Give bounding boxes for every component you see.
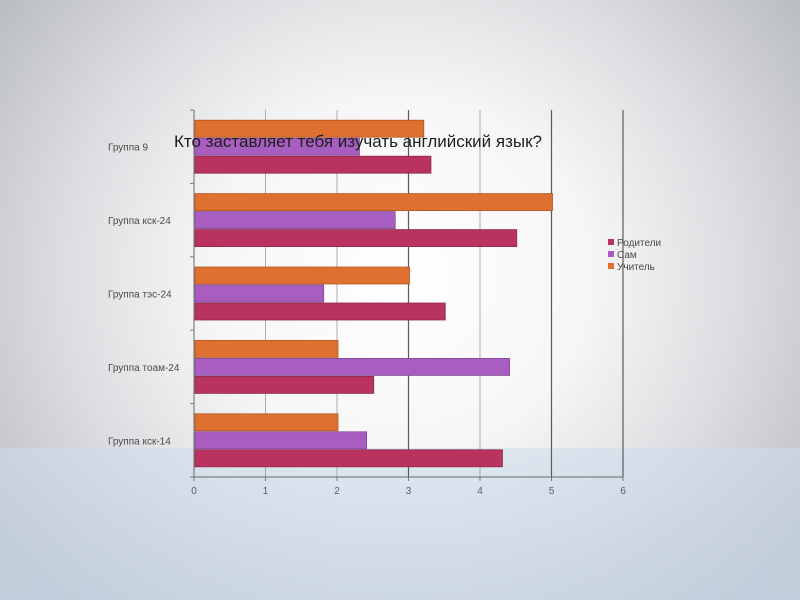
category-label: Группа тоам-24 — [108, 363, 180, 374]
category-label: Группа кск-24 — [108, 216, 171, 227]
chart-title: Кто заставляет тебя изучать английский я… — [174, 132, 542, 151]
x-tick-label: 2 — [334, 486, 340, 497]
bar-Учитель — [194, 266, 410, 285]
legend-swatch — [608, 239, 614, 245]
labels: 0 1 2 3 4 5 6 Группа кск-14 Группа тоам-24 Группа… — [108, 143, 626, 497]
bar-Родители — [194, 375, 375, 394]
category-label: Группа 9 — [108, 143, 148, 154]
bar-Родители — [194, 302, 446, 321]
bar-Сам — [194, 137, 360, 156]
x-tick-label: 3 — [406, 486, 412, 497]
legend-label: Учитель — [617, 262, 655, 273]
legend-swatch — [608, 251, 614, 257]
axes — [190, 109, 624, 481]
bar-Сам — [194, 431, 368, 450]
bar-Учитель — [194, 339, 339, 358]
x-tick-label: 6 — [620, 486, 626, 497]
legend-label: Сам — [617, 250, 637, 261]
bar-Учитель — [194, 413, 339, 432]
x-tick-label: 0 — [191, 486, 197, 497]
category-label: Группа тэс-24 — [108, 290, 172, 301]
bar-Учитель — [194, 193, 553, 212]
x-tick-label: 5 — [549, 486, 555, 497]
x-tick-label: 1 — [263, 486, 269, 497]
bar-Родители — [194, 155, 432, 174]
bar-Родители — [194, 229, 518, 248]
category-label: Группа кск-14 — [108, 436, 171, 447]
bar-Сам — [194, 284, 325, 303]
background-band — [0, 448, 800, 600]
legend-swatch — [608, 263, 614, 269]
bar-Сам — [194, 357, 511, 376]
x-tick-label: 4 — [477, 486, 483, 497]
bar-Родители — [194, 449, 503, 468]
bars — [194, 119, 553, 468]
bar-Учитель — [194, 119, 425, 138]
legend-label: Родители — [617, 238, 661, 249]
bar-Сам — [194, 211, 396, 230]
